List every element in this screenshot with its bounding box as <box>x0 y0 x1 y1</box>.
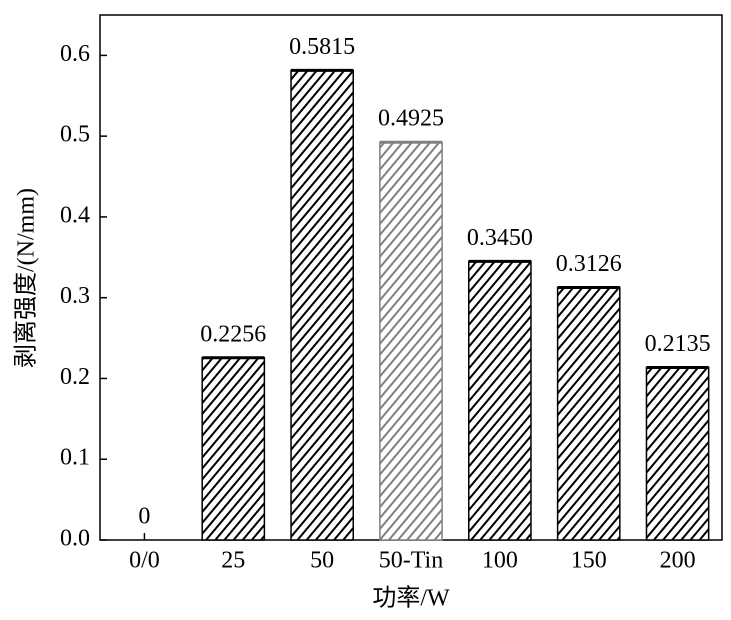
y-tick-label: 0.3 <box>60 283 90 309</box>
y-axis-label: 剥离强度/(N/mm) <box>13 188 40 368</box>
value-label: 0.4925 <box>378 106 444 132</box>
x-axis-label: 功率/W <box>372 585 450 612</box>
value-label: 0.5815 <box>289 34 355 60</box>
value-label: 0.2135 <box>645 331 711 357</box>
y-tick-label: 0.4 <box>60 202 90 228</box>
x-tick-label: 0/0 <box>129 548 160 574</box>
y-tick-label: 0.2 <box>60 364 90 390</box>
value-label: 0.3126 <box>556 251 622 277</box>
x-tick-label: 50 <box>310 548 334 574</box>
x-tick-label: 200 <box>660 548 696 574</box>
value-label: 0.2256 <box>200 321 266 347</box>
bar <box>556 286 621 541</box>
x-tick-label: 50-Tin <box>379 548 443 574</box>
x-tick-label: 150 <box>571 548 607 574</box>
bar <box>290 69 354 541</box>
value-label: 0.3450 <box>467 225 533 251</box>
bar <box>201 357 266 541</box>
bar <box>645 366 710 541</box>
y-tick-label: 0.1 <box>60 445 90 471</box>
bar <box>468 260 532 541</box>
y-tick-label: 0.5 <box>60 122 90 148</box>
y-tick-label: 0.0 <box>60 526 90 552</box>
x-tick-label: 25 <box>221 548 245 574</box>
bar <box>379 141 443 541</box>
y-tick-label: 0.6 <box>60 41 90 67</box>
x-tick-label: 100 <box>482 548 518 574</box>
value-label: 0 <box>138 504 150 530</box>
